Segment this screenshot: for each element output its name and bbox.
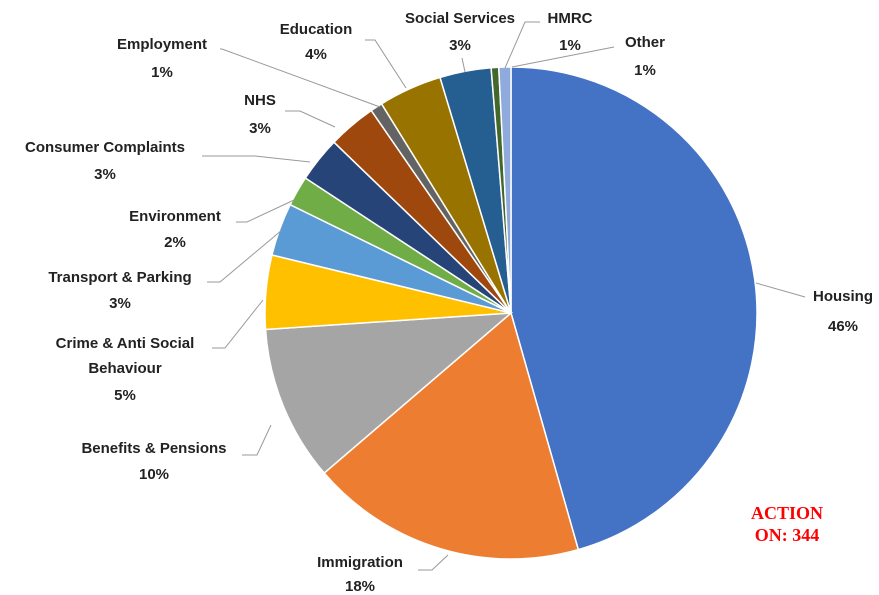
slice-percent-immigration: 18% [345, 578, 375, 595]
slice-label-benefits-and-pensions: Benefits & Pensions [81, 440, 226, 457]
slice-percent-social-services: 3% [449, 37, 471, 54]
leader-line-consumer-complaints [202, 155, 311, 163]
leader-line-benefits-and-pensions [242, 424, 272, 456]
slice-label-social-services: Social Services [405, 10, 515, 27]
slice-percent-other: 1% [634, 62, 656, 79]
leader-line-other [511, 46, 615, 68]
slice-label-education: Education [280, 21, 353, 38]
pie-slice-benefits-and-pensions [264, 312, 514, 475]
leader-line-transport-and-parking [207, 229, 283, 283]
leader-line-immigration [418, 554, 449, 571]
leader-lines [202, 21, 806, 571]
slice-label-crime-and-anti-social-behaviour-line2: Behaviour [88, 360, 162, 377]
slice-percent-crime-and-anti-social-behaviour: 5% [114, 387, 136, 404]
slice-percent-education: 4% [305, 46, 327, 63]
leader-line-crime-and-anti-social-behaviour [212, 299, 264, 349]
pie-slices [264, 66, 758, 560]
slice-label-housing: Housing [813, 288, 873, 305]
action-note-line2: ON: 344 [755, 525, 820, 545]
leader-line-environment [236, 199, 295, 223]
slice-label-transport-and-parking: Transport & Parking [48, 269, 191, 286]
slice-label-consumer-complaints: Consumer Complaints [25, 139, 185, 156]
slice-label-crime-and-anti-social-behaviour-line1: Crime & Anti Social [56, 335, 195, 352]
slice-percent-housing: 46% [828, 318, 858, 335]
slice-percent-consumer-complaints: 3% [94, 166, 116, 183]
action-note-line1: ACTION [751, 503, 823, 523]
leader-line-social-services [461, 57, 466, 73]
slice-label-immigration: Immigration [317, 554, 403, 571]
slice-percent-employment: 1% [151, 64, 173, 81]
slice-percent-transport-and-parking: 3% [109, 295, 131, 312]
slice-percent-hmrc: 1% [559, 37, 581, 54]
leader-line-nhs [285, 110, 336, 128]
slice-percent-benefits-and-pensions: 10% [139, 466, 169, 483]
leader-line-housing [755, 282, 806, 298]
slice-labels: Housing 46% Immigration 18% Benefits & Pensi… [25, 10, 873, 595]
slice-label-other: Other [625, 34, 665, 51]
slice-percent-environment: 2% [164, 234, 186, 251]
slice-label-environment: Environment [129, 208, 221, 225]
pie-slice-immigration [323, 311, 580, 560]
slice-label-hmrc: HMRC [548, 10, 593, 27]
leader-line-hmrc [504, 21, 540, 69]
slice-label-employment: Employment [117, 36, 207, 53]
leader-line-education [365, 39, 407, 89]
pie-slice-housing [510, 66, 758, 551]
slice-percent-nhs: 3% [249, 120, 271, 137]
leader-line-employment [220, 48, 381, 108]
slice-label-nhs: NHS [244, 92, 276, 109]
